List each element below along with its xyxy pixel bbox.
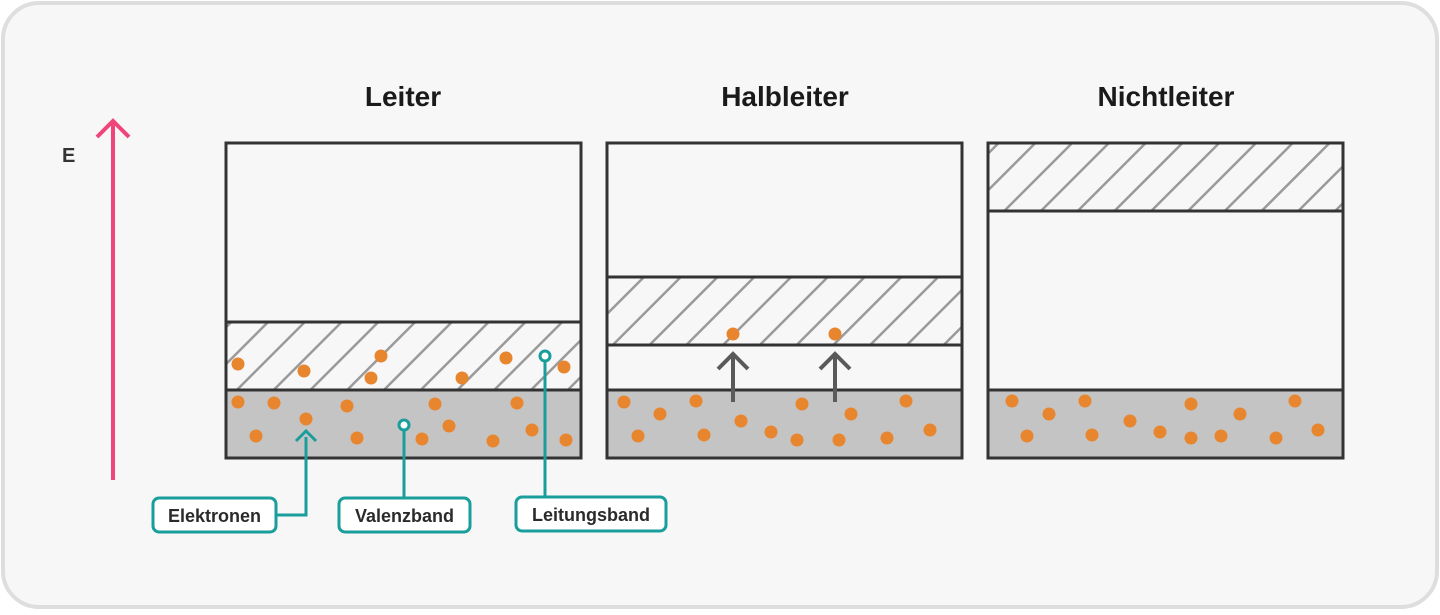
electron bbox=[350, 431, 364, 445]
electron bbox=[1214, 429, 1228, 443]
electron bbox=[726, 327, 740, 341]
electron bbox=[880, 431, 894, 445]
electron bbox=[764, 425, 778, 439]
panel-halbleiter bbox=[605, 141, 964, 460]
electron bbox=[1020, 429, 1034, 443]
electron bbox=[510, 396, 524, 410]
callout-box bbox=[151, 496, 278, 534]
electron bbox=[499, 351, 513, 365]
conduction-band bbox=[607, 277, 962, 345]
valence-band bbox=[988, 390, 1343, 458]
electron bbox=[231, 357, 245, 371]
callout-label-electrons: Elektronen bbox=[168, 506, 261, 526]
electron bbox=[455, 371, 469, 385]
electron bbox=[374, 349, 388, 363]
electron bbox=[1078, 394, 1092, 408]
callout-ring-icon bbox=[538, 349, 552, 363]
callout-arrow-icon bbox=[294, 428, 318, 443]
callout-conduction-band: Leitungsband bbox=[514, 349, 668, 533]
electron bbox=[923, 423, 937, 437]
electron bbox=[415, 432, 429, 446]
callout-ring-icon bbox=[397, 418, 411, 432]
callout-electrons: Elektronen bbox=[151, 428, 318, 534]
electrons bbox=[1005, 394, 1325, 445]
panel-leiter bbox=[224, 141, 583, 460]
excitation-arrow-icon bbox=[818, 351, 852, 402]
electron bbox=[428, 397, 442, 411]
electron bbox=[340, 399, 354, 413]
electron bbox=[1269, 431, 1283, 445]
electron bbox=[617, 395, 631, 409]
callout-box bbox=[514, 495, 668, 533]
electron bbox=[832, 433, 846, 447]
band-diagram-outline bbox=[986, 141, 1345, 460]
electron bbox=[697, 428, 711, 442]
electron bbox=[1233, 407, 1247, 421]
electron bbox=[1005, 394, 1019, 408]
electron bbox=[297, 364, 311, 378]
electron bbox=[559, 433, 573, 447]
conduction-band bbox=[226, 322, 581, 390]
electron bbox=[1288, 394, 1302, 408]
electron bbox=[249, 429, 263, 443]
electrons bbox=[231, 349, 573, 448]
electron bbox=[364, 371, 378, 385]
electron bbox=[790, 433, 804, 447]
electron bbox=[486, 434, 500, 448]
electron bbox=[442, 419, 456, 433]
electron bbox=[828, 327, 842, 341]
conduction-band bbox=[988, 143, 1343, 211]
electron bbox=[795, 397, 809, 411]
panel-title-leiter: Leiter bbox=[365, 81, 441, 112]
electron bbox=[844, 407, 858, 421]
electron bbox=[1184, 397, 1198, 411]
panel-title-halbleiter: Halbleiter bbox=[721, 81, 849, 112]
electron bbox=[734, 414, 748, 428]
electron bbox=[653, 407, 667, 421]
electron bbox=[267, 396, 281, 410]
callout-label-conduction-band: Leitungsband bbox=[532, 505, 650, 525]
electron bbox=[1153, 425, 1167, 439]
electron bbox=[1311, 423, 1325, 437]
callout-valence-band: Valenzband bbox=[337, 418, 472, 534]
panel-title-nichtleiter: Nichtleiter bbox=[1098, 81, 1235, 112]
electrons bbox=[617, 327, 937, 447]
callout-label-valence-band: Valenzband bbox=[355, 506, 454, 526]
energy-arrow-icon bbox=[95, 118, 131, 480]
electron bbox=[1123, 414, 1137, 428]
electron bbox=[557, 360, 571, 374]
electron bbox=[231, 395, 245, 409]
excitation-arrow-icon bbox=[716, 351, 750, 402]
band-diagram-outline bbox=[605, 141, 964, 460]
electron bbox=[1085, 428, 1099, 442]
electron bbox=[689, 394, 703, 408]
electron bbox=[899, 394, 913, 408]
axis-label: E bbox=[62, 145, 75, 167]
electron bbox=[299, 412, 313, 426]
electron bbox=[525, 423, 539, 437]
panel-nichtleiter bbox=[986, 141, 1345, 460]
electron bbox=[1184, 431, 1198, 445]
callout-box bbox=[337, 496, 472, 534]
electron bbox=[631, 429, 645, 443]
electron bbox=[1042, 407, 1056, 421]
